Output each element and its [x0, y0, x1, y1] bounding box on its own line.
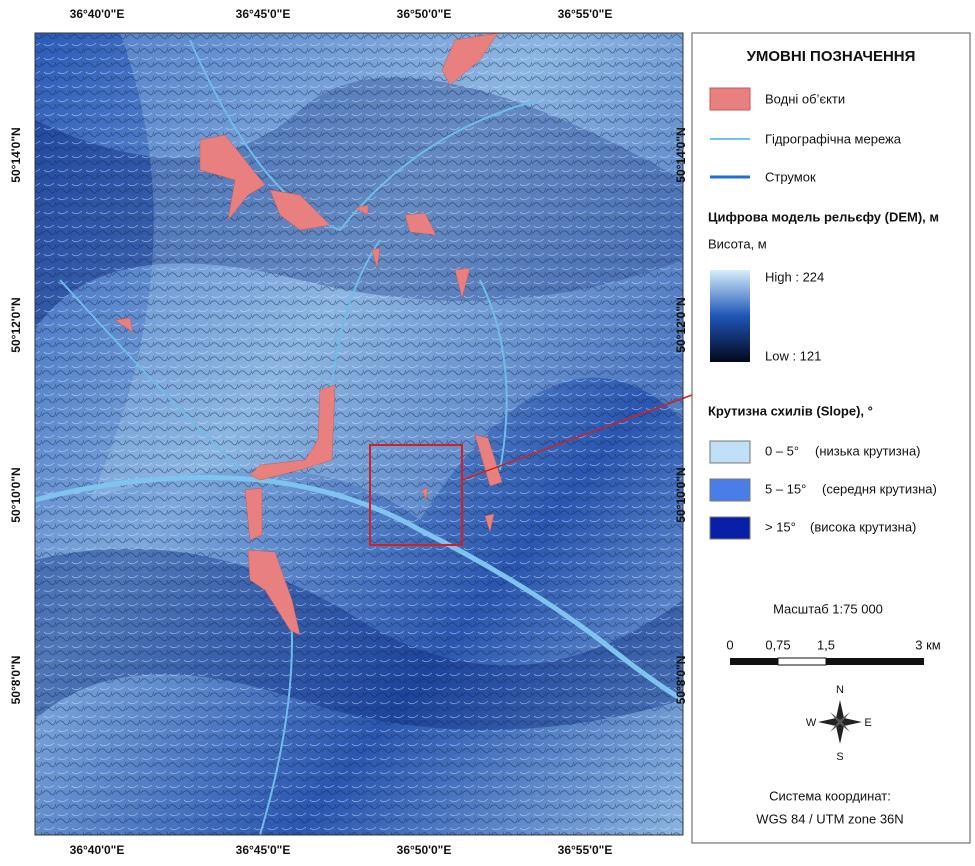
legend-title: УМОВНІ ПОЗНАЧЕННЯ	[747, 48, 916, 65]
scale-title: Масштаб 1:75 000	[773, 601, 883, 616]
lon-label: 36°40'0"E	[70, 843, 125, 857]
lon-label: 36°55'0"E	[558, 7, 613, 21]
lat-label: 50°14'0"N	[674, 127, 688, 182]
lon-label: 36°55'0"E	[558, 843, 613, 857]
scale-tick: 1,5	[817, 637, 835, 652]
legend-label: Водні об’єкти	[765, 91, 845, 106]
lon-label: 36°50'0"E	[397, 843, 452, 857]
lat-label: 50°8'0"N	[9, 656, 23, 705]
lat-label: 50°8'0"N	[674, 656, 688, 705]
lon-label: 36°45'0"E	[236, 7, 291, 21]
map-figure: 36°40'0"E 36°45'0"E 36°50'0"E 36°55'0"E …	[0, 0, 975, 861]
crs-value: WGS 84 / UTM zone 36N	[756, 811, 903, 826]
slope-title: Крутизна схилів (Slope), °	[708, 403, 873, 418]
scale-tick: 0	[726, 637, 733, 652]
lon-label: 36°40'0"E	[70, 7, 125, 21]
legend: УМОВНІ ПОЗНАЧЕННЯ Водні об’єкти Гідрогра…	[692, 33, 970, 843]
dem-high: High : 224	[765, 269, 824, 284]
lat-label: 50°10'0"N	[9, 467, 23, 522]
dem-subtitle: Висота, м	[708, 236, 767, 251]
dem-low: Low : 121	[765, 348, 821, 363]
page: 36°40'0"E 36°45'0"E 36°50'0"E 36°55'0"E …	[0, 0, 975, 861]
lon-label: 36°45'0"E	[236, 843, 291, 857]
legend-label: Гідрографічна мережа	[765, 131, 902, 146]
map-area	[35, 33, 692, 835]
slope-range: > 15°	[765, 519, 796, 534]
compass-e: E	[864, 717, 871, 729]
lon-label: 36°50'0"E	[397, 7, 452, 21]
compass-s: S	[836, 751, 843, 763]
scale-tick: 3 км	[915, 637, 941, 652]
slope-range: 5 – 15°	[765, 481, 806, 496]
compass-w: W	[806, 717, 817, 729]
lat-label: 50°14'0"N	[9, 127, 23, 182]
lat-label: 50°10'0"N	[674, 467, 688, 522]
slope-label: (середня крутизна)	[822, 481, 937, 496]
compass-n: N	[836, 684, 844, 696]
legend-label: Струмок	[765, 169, 816, 184]
slope-label: (висока крутизна)	[810, 519, 916, 534]
slope-range: 0 – 5°	[765, 443, 799, 458]
dem-title: Цифрова модель рельєфу (DEM), м	[708, 209, 939, 224]
crs-title: Система координат:	[769, 788, 891, 803]
lat-label: 50°12'0"N	[9, 297, 23, 352]
lat-label: 50°12'0"N	[674, 297, 688, 352]
scale-tick: 0,75	[765, 637, 790, 652]
slope-label: (низька крутизна)	[815, 443, 921, 458]
